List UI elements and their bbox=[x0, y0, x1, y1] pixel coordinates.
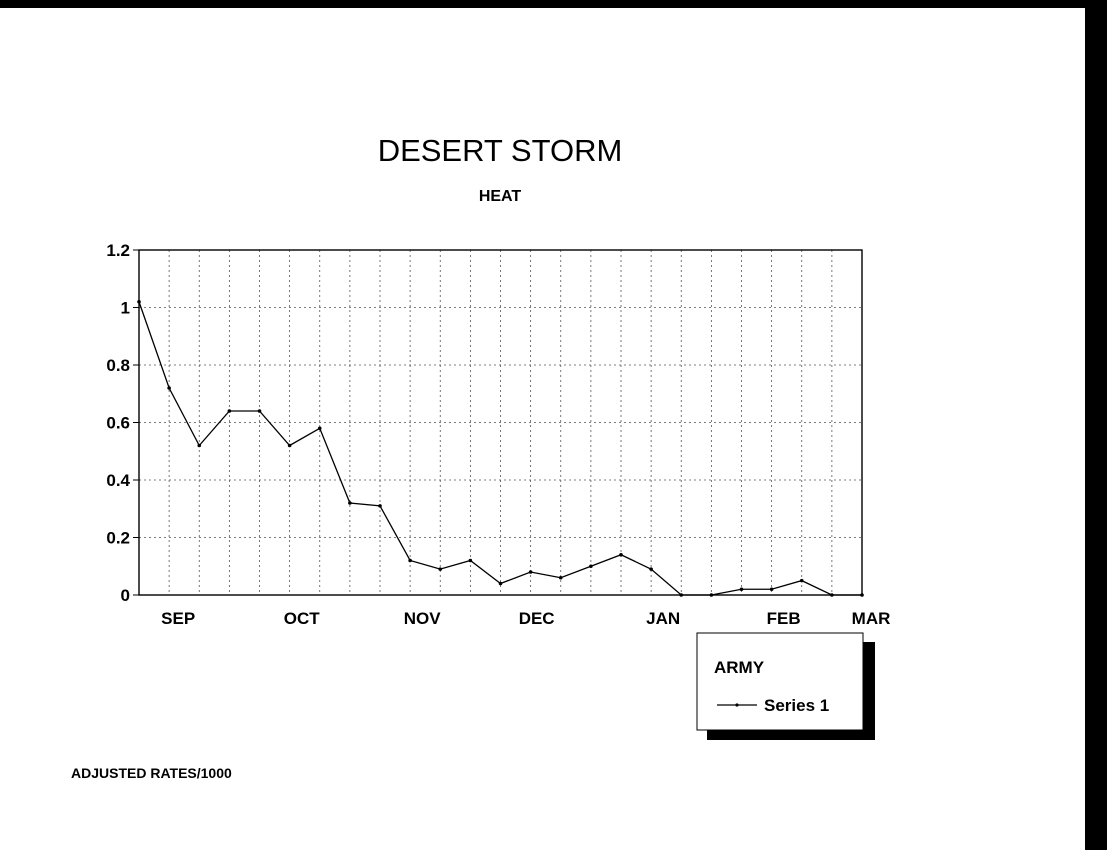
data-point bbox=[679, 593, 684, 597]
y-tick-label: 1.2 bbox=[106, 241, 130, 260]
x-tick-label-sep: SEP bbox=[161, 609, 195, 628]
y-tick-label: 0.4 bbox=[106, 471, 130, 490]
y-tick-label: 0.2 bbox=[106, 529, 130, 548]
x-tick-label-feb: FEB bbox=[767, 609, 801, 628]
footnote: ADJUSTED RATES/1000 bbox=[71, 765, 232, 781]
data-point bbox=[769, 587, 774, 592]
data-point bbox=[860, 593, 864, 597]
data-point bbox=[830, 593, 834, 597]
data-point bbox=[227, 409, 232, 413]
grid-lines bbox=[139, 250, 862, 595]
data-point bbox=[619, 552, 623, 557]
data-point bbox=[709, 593, 714, 597]
line-chart: DESERT STORM HEAT 0 0.2 0.4 0.6 0.8 1 1.2 SEP O… bbox=[71, 133, 890, 781]
data-point bbox=[589, 564, 593, 569]
legend: ARMY Series 1 bbox=[696, 632, 875, 740]
data-point bbox=[348, 501, 352, 505]
data-point bbox=[167, 386, 171, 390]
data-point bbox=[137, 299, 141, 304]
y-tick-label: 0.6 bbox=[106, 414, 130, 433]
data-point bbox=[498, 581, 503, 586]
chart-title: DESERT STORM bbox=[378, 133, 623, 168]
legend-title: ARMY bbox=[714, 658, 765, 677]
data-point bbox=[649, 567, 653, 571]
x-tick-label-oct: OCT bbox=[284, 609, 321, 628]
series-layer bbox=[137, 299, 864, 597]
data-point bbox=[799, 578, 804, 583]
x-tick-label-mar: MAR bbox=[852, 609, 891, 628]
data-point bbox=[408, 558, 412, 563]
data-point bbox=[528, 570, 533, 574]
y-tick-label: 0.8 bbox=[106, 356, 130, 375]
data-point bbox=[257, 409, 262, 413]
chart-page: DESERT STORM HEAT 0 0.2 0.4 0.6 0.8 1 1.2 SEP O… bbox=[0, 8, 1085, 850]
data-point bbox=[317, 426, 322, 431]
data-point bbox=[558, 575, 563, 580]
data-point bbox=[287, 443, 292, 448]
x-tick-label-nov: NOV bbox=[404, 609, 442, 628]
data-point bbox=[468, 558, 473, 563]
y-tick-label: 0 bbox=[121, 586, 130, 605]
legend-series-marker bbox=[735, 703, 739, 707]
data-point bbox=[438, 567, 443, 571]
x-tick-label-dec: DEC bbox=[519, 609, 555, 628]
chart-subtitle: HEAT bbox=[479, 188, 522, 205]
legend-series-label: Series 1 bbox=[764, 696, 829, 715]
x-tick-label-jan: JAN bbox=[646, 609, 680, 628]
y-axis-ticks: 0 0.2 0.4 0.6 0.8 1 1.2 bbox=[106, 241, 139, 605]
y-tick-label: 1 bbox=[121, 299, 130, 318]
data-point bbox=[378, 504, 382, 508]
data-point bbox=[197, 443, 202, 448]
data-point bbox=[739, 587, 744, 592]
legend-box bbox=[696, 632, 864, 731]
x-axis-ticks: SEP OCT NOV DEC JAN FEB MAR bbox=[161, 609, 890, 628]
